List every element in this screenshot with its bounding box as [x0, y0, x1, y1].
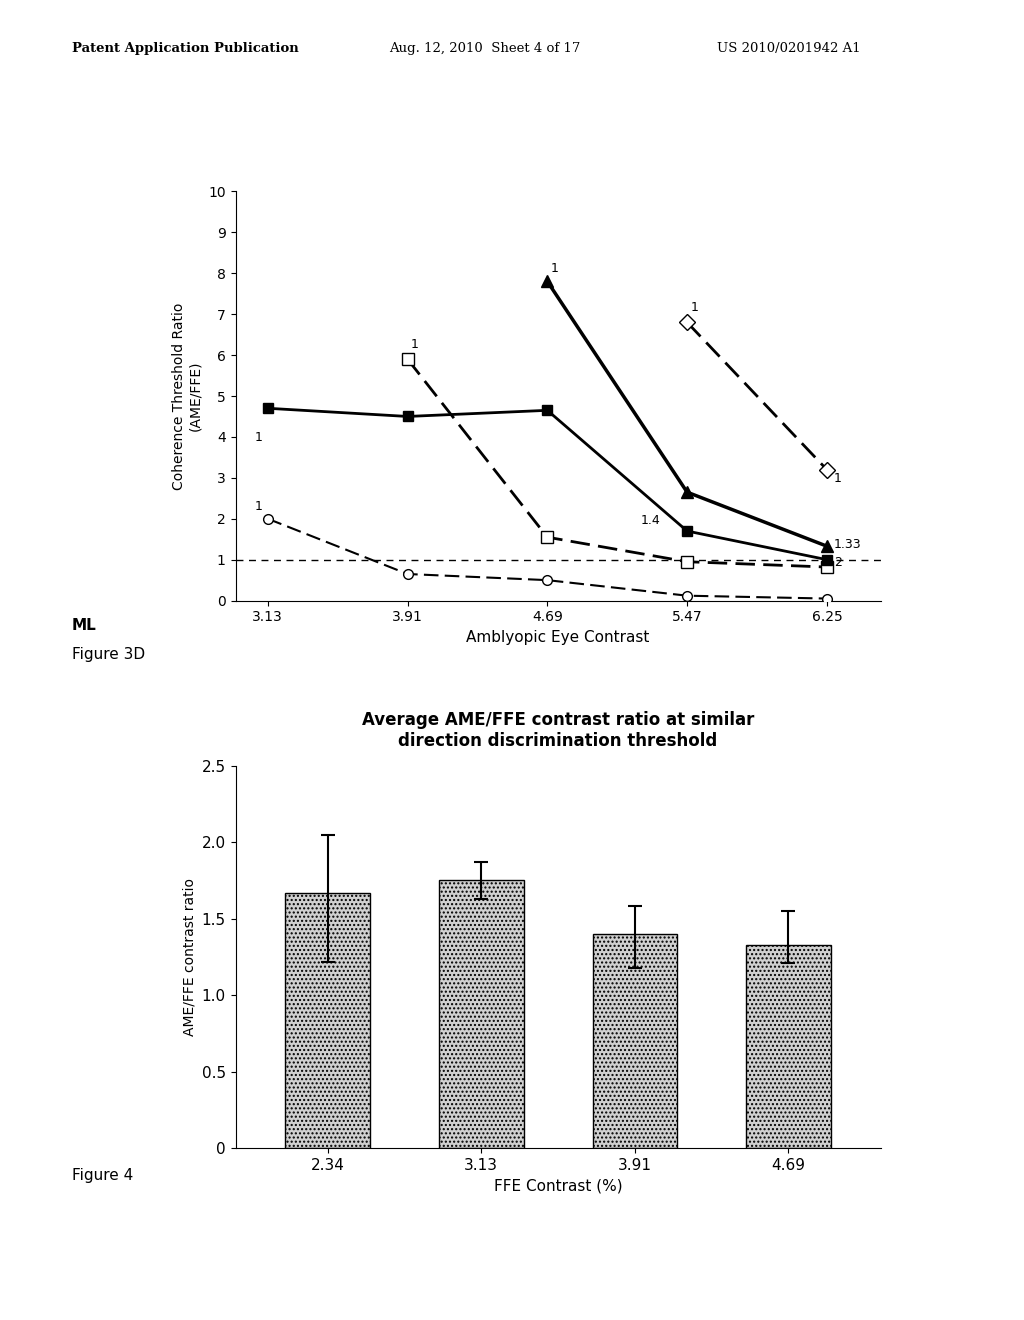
Text: 1: 1 [690, 301, 698, 314]
Text: Patent Application Publication: Patent Application Publication [72, 42, 298, 55]
Text: 1: 1 [834, 471, 842, 484]
X-axis label: Amblyopic Eye Contrast: Amblyopic Eye Contrast [466, 630, 650, 645]
Text: 1.33: 1.33 [834, 537, 861, 550]
Text: Figure 3D: Figure 3D [72, 647, 144, 661]
Text: 1: 1 [551, 263, 559, 276]
Bar [593, 935, 677, 1148]
Text: Figure 4: Figure 4 [72, 1168, 133, 1183]
Bar [286, 892, 370, 1148]
Text: 1.4: 1.4 [641, 513, 660, 527]
Text: Aug. 12, 2010  Sheet 4 of 17: Aug. 12, 2010 Sheet 4 of 17 [389, 42, 581, 55]
Y-axis label: AME/FFE contrast ratio: AME/FFE contrast ratio [182, 878, 197, 1036]
Title: Average AME/FFE contrast ratio at similar
direction discrimination threshold: Average AME/FFE contrast ratio at simila… [361, 711, 755, 750]
Y-axis label: Coherence Threshold Ratio
(AME/FFE): Coherence Threshold Ratio (AME/FFE) [172, 302, 203, 490]
Text: 2: 2 [834, 557, 842, 569]
Bar [439, 880, 523, 1148]
Bar [746, 945, 830, 1148]
Text: 1: 1 [255, 430, 262, 444]
Text: ML: ML [72, 618, 96, 632]
X-axis label: FFE Contrast (%): FFE Contrast (%) [494, 1179, 623, 1193]
Text: 1: 1 [255, 500, 262, 512]
Text: US 2010/0201942 A1: US 2010/0201942 A1 [717, 42, 860, 55]
Text: 1: 1 [411, 338, 419, 351]
